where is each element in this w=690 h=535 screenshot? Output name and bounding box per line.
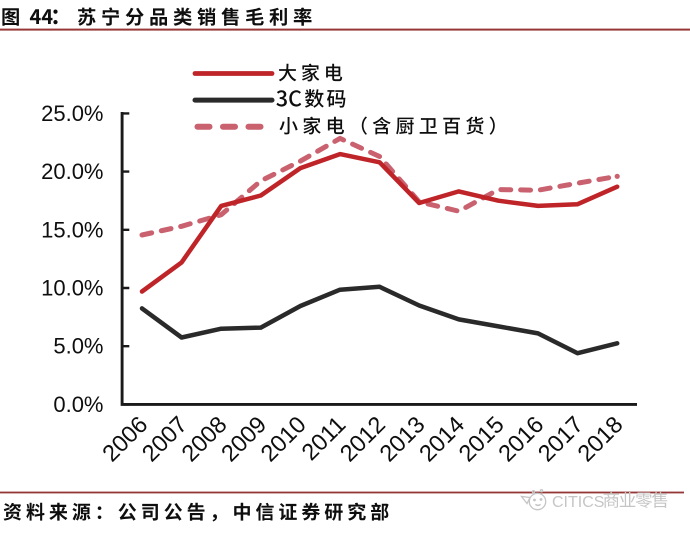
svg-text:CITICS: CITICS (552, 494, 604, 511)
svg-text:10.0%: 10.0% (41, 276, 103, 301)
svg-text:5.0%: 5.0% (53, 334, 103, 359)
svg-text:15.0%: 15.0% (41, 217, 103, 242)
svg-text:25.0%: 25.0% (41, 101, 103, 126)
svg-text:0.0%: 0.0% (53, 392, 103, 417)
svg-text:20.0%: 20.0% (41, 159, 103, 184)
